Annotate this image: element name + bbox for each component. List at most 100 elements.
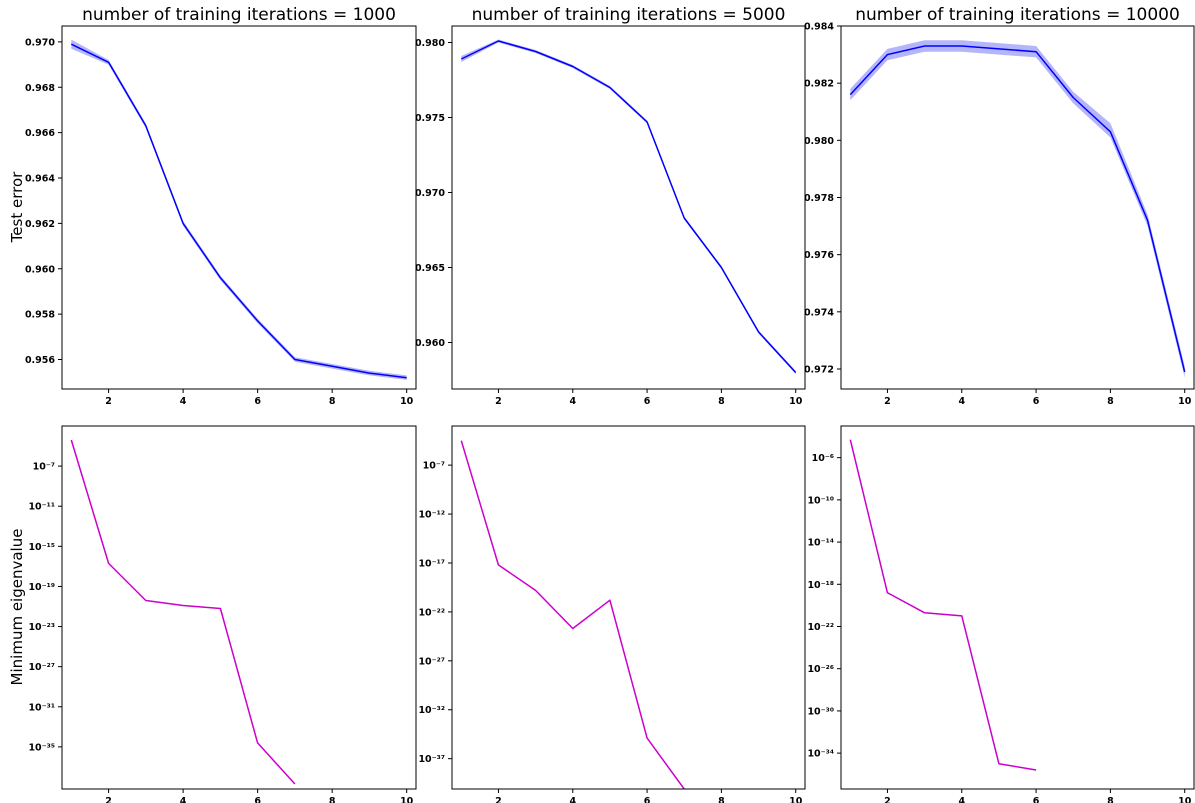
y-tick-label: 10⁻¹⁸ [807,580,834,591]
test-error-axis-label: Test error [8,171,26,243]
y-tick-label: 10⁻¹⁵ [28,542,55,553]
min-eigenvalue-axis-label: Minimum eigenvalue [8,529,26,686]
x-tick-label: 6 [254,796,261,803]
y-tick-label: 0.960 [415,338,445,349]
y-tick-label: 10⁻³² [418,705,445,716]
y-tick-label: 10⁻¹⁴ [807,538,834,549]
y-tick-label: 0.975 [415,113,445,124]
subplot-1: 2 4 6 8 10 0.956 0.958 0.960 0.962 0.964 0.966 0.96… [25,5,417,407]
plot-area [849,439,1037,771]
y-tick-label: 0.958 [25,310,55,321]
y-tick-label: 0.974 [804,307,834,318]
x-tick-label: 8 [718,396,725,407]
x-tick-label: 10 [789,796,803,803]
y-tick-label: 0.965 [415,263,445,274]
series-line [70,43,407,379]
series-line [849,45,1186,373]
subplot-title: number of training iterations = 10000 [855,5,1180,25]
y-tick-label: 10⁻⁷ [33,462,55,473]
y-tick-label: 0.982 [804,79,834,90]
x-tick-label: 4 [180,396,187,407]
confidence-band [850,40,1185,378]
y-tick-label: 10⁻⁷ [423,461,445,472]
y-tick-label: 10⁻²³ [28,622,55,633]
y-tick-label: 0.980 [415,38,445,49]
y-tick-label: 10⁻¹⁹ [28,582,55,593]
x-tick-label: 4 [569,396,576,407]
x-tick-label: 2 [495,396,502,407]
y-tick-label: 10⁻¹⁷ [418,558,445,569]
series-line [460,440,685,789]
confidence-band [461,39,796,374]
x-tick-label: 4 [180,796,187,803]
y-tick-label: 0.970 [415,188,445,199]
axes-frame [451,25,806,390]
plot-area [460,39,797,374]
y-tick-label: 0.956 [25,355,55,366]
y-tick-label: 0.962 [25,219,55,230]
y-tick-label: 0.984 [804,22,834,33]
x-tick-label: 8 [1107,796,1114,803]
y-tick-label: 10⁻³⁵ [28,742,55,753]
y-tick-label: 0.964 [25,174,55,185]
x-tick-label: 8 [1107,396,1114,407]
series-line [849,439,1037,771]
y-tick-label: 10⁻¹⁰ [807,495,834,506]
axes-frame [61,425,417,790]
series-line [460,40,797,374]
y-tick-label: 10⁻²² [418,607,445,618]
y-tick-label: 10⁻²⁷ [28,662,55,673]
x-tick-label: 6 [644,396,651,407]
y-tick-label: 0.960 [25,264,55,275]
x-tick-label: 10 [1178,396,1192,407]
y-tick-label: 0.968 [25,83,55,94]
x-tick-label: 4 [958,796,965,803]
plot-area [460,440,685,789]
y-tick-label: 10⁻¹² [418,510,445,521]
y-tick-label: 0.978 [804,193,834,204]
subplot-grid: 2 4 6 8 10 0.956 0.958 0.960 0.962 0.964 0.966 0.96… [25,5,1195,803]
subplot-title: number of training iterations = 1000 [82,5,396,25]
x-tick-label: 4 [958,396,965,407]
y-tick-label: 0.980 [804,136,834,147]
subplot-2: 2 4 6 8 10 0.960 0.965 0.970 0.975 0.980 number of… [415,5,806,407]
x-tick-label: 8 [329,396,336,407]
subplot-6: 2 4 6 8 10 10⁻⁶ 10⁻¹⁰ 10⁻¹⁴ 10⁻¹⁸ 10⁻²² 10⁻²⁶ 10⁻³⁰… [807,425,1195,803]
y-tick-label: 10⁻²⁶ [807,664,834,675]
x-tick-label: 8 [329,796,336,803]
plot-area [849,40,1186,378]
y-tick-label: 10⁻²⁷ [418,656,445,667]
x-tick-label: 2 [884,796,891,803]
y-tick-label: 10⁻³⁷ [418,754,445,765]
y-tick-label: 0.972 [804,364,834,375]
y-tick-label: 10⁻³¹ [28,702,55,713]
x-tick-label: 10 [400,796,414,803]
y-tick-label: 0.966 [25,128,55,139]
plot-area [70,439,296,785]
series-line [70,439,296,785]
plot-area [70,39,407,380]
subplot-4: 2 4 6 8 10 10⁻⁷ 10⁻¹¹ 10⁻¹⁵ 10⁻¹⁹ 10⁻²³ 10⁻²⁷ 10⁻³¹… [28,425,417,803]
subplot-title: number of training iterations = 5000 [472,5,786,25]
x-tick-label: 2 [495,796,502,803]
x-tick-label: 6 [254,396,261,407]
y-tick-label: 10⁻¹¹ [28,502,55,513]
y-tick-label: 0.970 [25,37,55,48]
confidence-band [71,39,407,380]
x-tick-label: 10 [1178,796,1192,803]
x-tick-label: 2 [884,396,891,407]
y-tick-label: 10⁻²² [807,622,834,633]
y-tick-label: 0.976 [804,250,834,261]
x-tick-label: 6 [1033,396,1040,407]
x-tick-label: 6 [1033,796,1040,803]
axes-frame [61,25,417,390]
x-tick-label: 2 [105,396,112,407]
x-tick-label: 2 [105,796,112,803]
x-tick-label: 10 [789,396,803,407]
axes-frame [840,25,1195,390]
axes-frame [840,425,1195,790]
y-tick-label: 10⁻⁶ [812,453,834,464]
y-tick-label: 10⁻³⁴ [807,749,834,760]
